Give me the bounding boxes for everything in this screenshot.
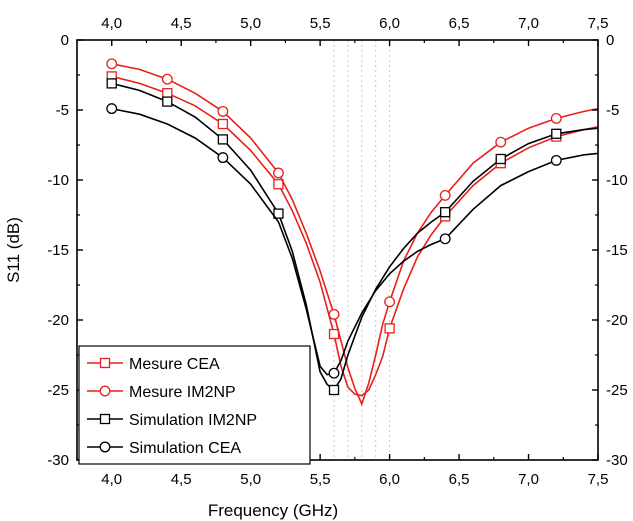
legend-label: Mesure CEA bbox=[129, 356, 220, 373]
x-tick-label-top: 5,5 bbox=[310, 15, 331, 32]
x-tick-label-top: 5,0 bbox=[240, 15, 261, 32]
series-marker bbox=[161, 73, 173, 85]
series-line-3 bbox=[111, 82, 599, 392]
series-marker bbox=[439, 189, 451, 201]
x-tick-label-top: 6,5 bbox=[449, 15, 470, 32]
legend-swatch-marker bbox=[99, 441, 111, 453]
y-tick-label-right: -25 bbox=[606, 382, 628, 399]
series-marker bbox=[495, 136, 507, 148]
grid-layer bbox=[333, 40, 391, 460]
y-tick-label-left: -25 bbox=[47, 382, 69, 399]
series-marker bbox=[384, 323, 395, 334]
y-tick-label-left: 0 bbox=[61, 32, 69, 49]
y-tick-label-right: -15 bbox=[606, 242, 628, 259]
series-marker bbox=[328, 328, 340, 340]
y-tick-label-right: -30 bbox=[606, 452, 628, 469]
x-tick-label-bottom: 4,5 bbox=[171, 471, 192, 488]
series-marker bbox=[495, 153, 506, 165]
series-marker bbox=[328, 384, 340, 396]
series-line-1 bbox=[111, 75, 599, 397]
x-tick-label-bottom: 6,5 bbox=[449, 471, 470, 488]
series-marker bbox=[439, 233, 451, 245]
x-tick-label-top: 7,0 bbox=[518, 15, 539, 32]
y-tick-label-left: -5 bbox=[56, 102, 69, 119]
legend-label: Simulation CEA bbox=[129, 440, 241, 457]
x-axis-title: Frequency (GHz) bbox=[208, 501, 338, 520]
series-marker bbox=[550, 112, 562, 124]
y-tick-label-left: -10 bbox=[47, 172, 69, 189]
series-marker bbox=[273, 208, 284, 219]
series-line-4 bbox=[111, 107, 599, 376]
y-tick-label-left: -30 bbox=[47, 452, 69, 469]
series-marker bbox=[384, 296, 396, 308]
legend: Mesure CEA Mesure IM2NP Simulation IM2NP Si… bbox=[78, 345, 311, 465]
x-tick-label-bottom: 6,0 bbox=[379, 471, 400, 488]
series-marker bbox=[440, 207, 451, 218]
x-tick-label-top: 6,0 bbox=[379, 15, 400, 32]
series-marker bbox=[106, 103, 118, 115]
series-marker bbox=[217, 152, 229, 164]
series-marker bbox=[273, 167, 284, 179]
tick-layer: 4,0 4,0 4,5 4,5 5,0 5,0 5,5 5,5 6,0 6,0 6,5 6,5 7,0 7… bbox=[47, 15, 627, 488]
series-marker bbox=[550, 154, 562, 166]
x-tick-label-top: 4,0 bbox=[101, 15, 122, 32]
series-marker bbox=[217, 134, 229, 145]
series-marker bbox=[106, 78, 117, 89]
series-marker bbox=[162, 88, 173, 99]
series-marker bbox=[162, 96, 173, 107]
y-tick-label-left: -15 bbox=[47, 242, 69, 259]
x-tick-label-bottom: 7,0 bbox=[518, 471, 539, 488]
y-tick-label-right: -10 bbox=[606, 172, 628, 189]
x-tick-label-bottom: 4,0 bbox=[101, 471, 122, 488]
x-tick-label-bottom: 5,5 bbox=[310, 471, 331, 488]
legend-swatch-marker bbox=[99, 357, 111, 369]
y-tick-label-right: 0 bbox=[606, 32, 614, 49]
y-tick-label-left: -20 bbox=[47, 312, 69, 329]
series-layer bbox=[106, 58, 599, 407]
series-line-2 bbox=[111, 63, 599, 407]
legend-box bbox=[78, 345, 311, 465]
legend-swatch-marker bbox=[99, 413, 111, 425]
y-tick-label-right: -20 bbox=[606, 312, 628, 329]
series-marker bbox=[328, 367, 340, 379]
y-axis-title: S11 (dB) bbox=[4, 217, 23, 283]
series-marker bbox=[217, 118, 229, 130]
x-tick-label-bottom: 7,5 bbox=[588, 471, 609, 488]
x-tick-label-top: 7,5 bbox=[588, 15, 609, 32]
series-marker bbox=[551, 128, 562, 139]
legend-label: Mesure IM2NP bbox=[129, 384, 236, 401]
series-marker bbox=[273, 179, 284, 190]
series-marker bbox=[106, 58, 118, 70]
x-tick-label-bottom: 5,0 bbox=[240, 471, 261, 488]
legend-swatch-marker bbox=[99, 385, 111, 397]
x-tick-label-top: 4,5 bbox=[171, 15, 192, 32]
series-marker bbox=[217, 105, 229, 117]
series-marker bbox=[328, 308, 340, 320]
legend-label: Simulation IM2NP bbox=[129, 412, 257, 429]
y-tick-label-right: -5 bbox=[606, 102, 619, 119]
